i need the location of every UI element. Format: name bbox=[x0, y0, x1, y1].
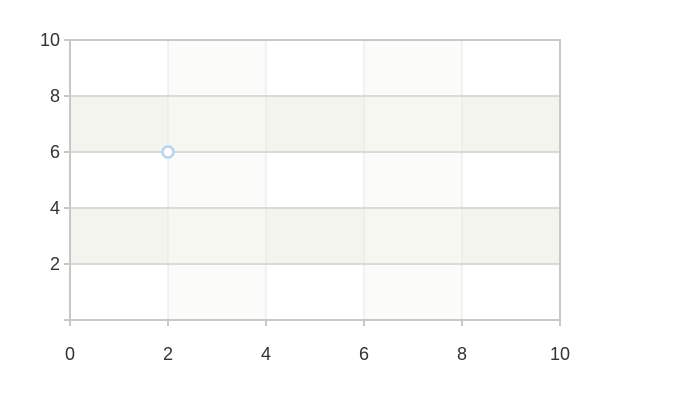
y-tick-label: 2 bbox=[50, 254, 60, 274]
x-tick-label: 4 bbox=[261, 344, 271, 364]
data-point[interactable] bbox=[161, 145, 175, 159]
vertical-band bbox=[168, 40, 266, 320]
data-points bbox=[161, 145, 175, 159]
y-tick-label: 8 bbox=[50, 86, 60, 106]
vertical-gridlines bbox=[167, 40, 463, 320]
horizontal-band bbox=[70, 208, 560, 264]
x-tick-label: 2 bbox=[163, 344, 173, 364]
horizontal-gridlines bbox=[70, 95, 560, 265]
vertical-band bbox=[364, 40, 462, 320]
x-tick-label: 10 bbox=[550, 344, 570, 364]
x-tick-label: 6 bbox=[359, 344, 369, 364]
vertical-bands bbox=[168, 40, 462, 320]
y-tick-label: 6 bbox=[50, 142, 60, 162]
plot-area-border bbox=[69, 39, 561, 321]
y-tick-label: 4 bbox=[50, 198, 60, 218]
x-tick-label: 8 bbox=[457, 344, 467, 364]
y-tick-label: 10 bbox=[40, 30, 60, 50]
x-axis-tick-labels: 0 2 4 6 8 10 bbox=[65, 344, 570, 364]
axis-ticks bbox=[64, 39, 561, 326]
horizontal-bands bbox=[70, 96, 560, 264]
horizontal-band bbox=[70, 96, 560, 152]
y-axis-tick-labels: 2 4 6 8 10 bbox=[40, 30, 60, 274]
x-tick-label: 0 bbox=[65, 344, 75, 364]
